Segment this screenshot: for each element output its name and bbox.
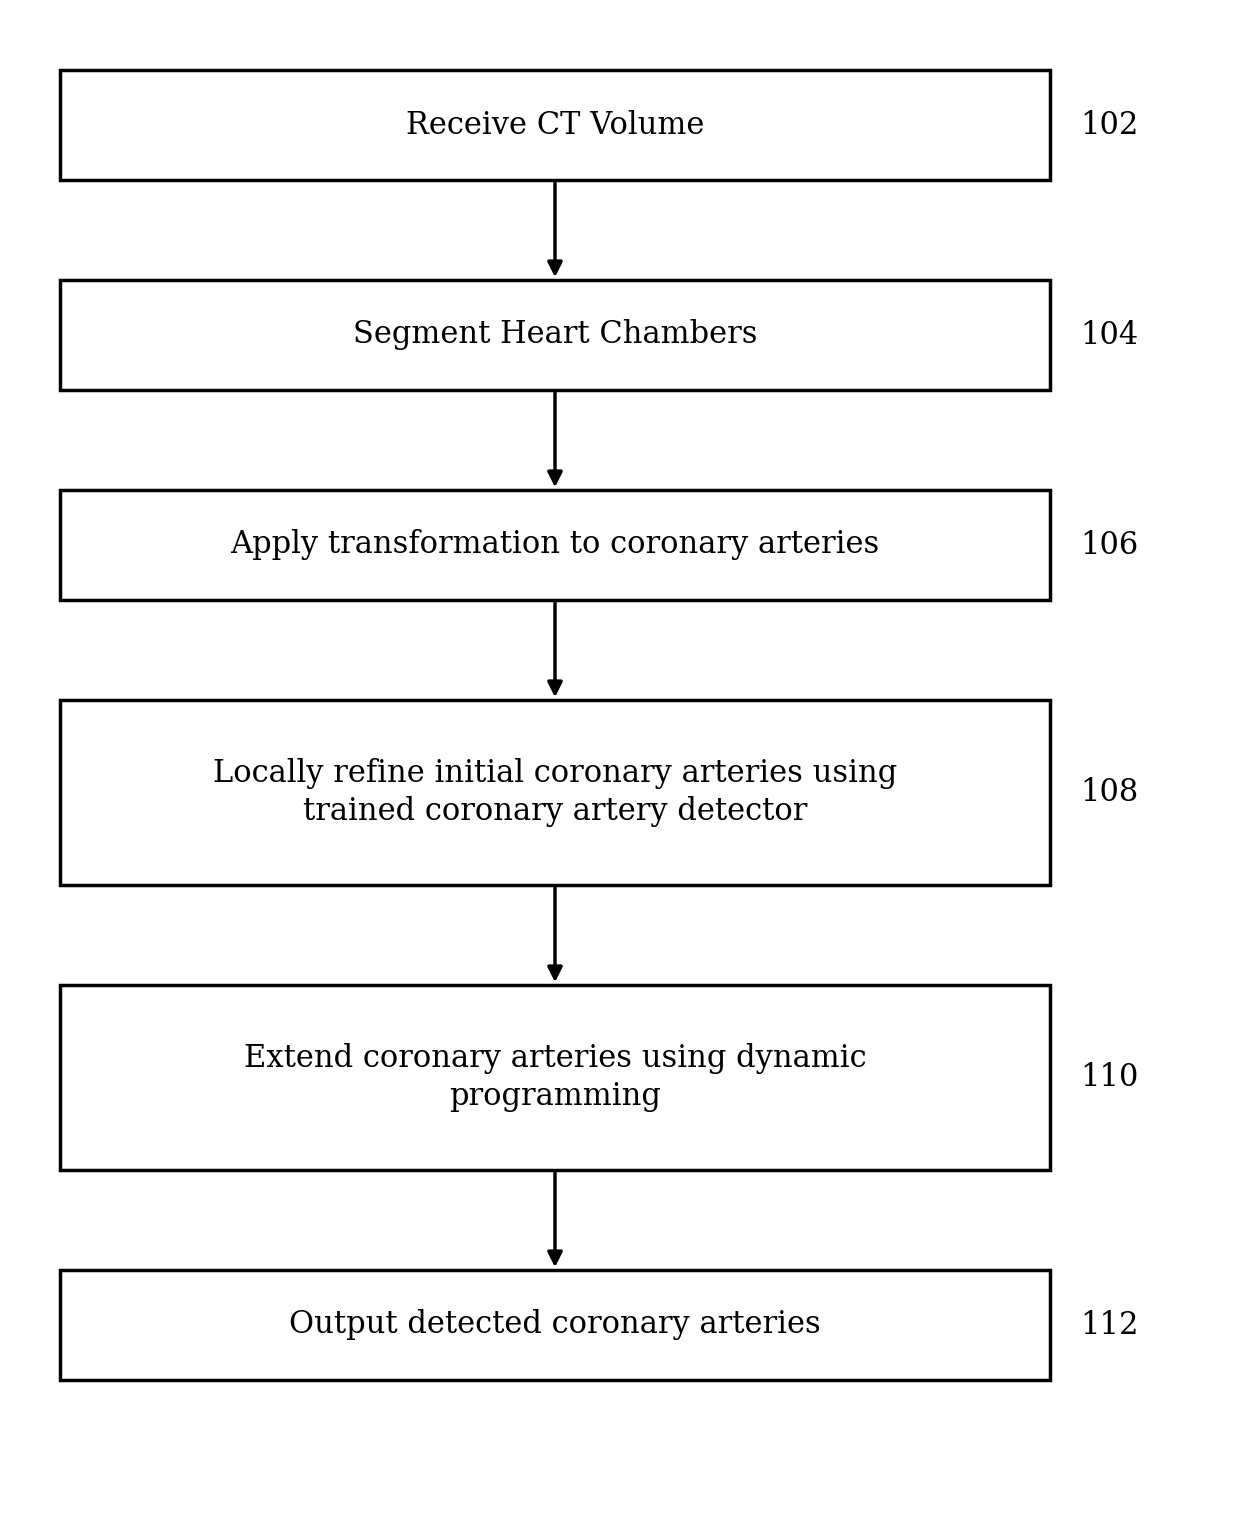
Text: 108: 108 <box>1080 777 1139 808</box>
Text: trained coronary artery detector: trained coronary artery detector <box>302 796 808 828</box>
Text: Extend coronary arteries using dynamic: Extend coronary arteries using dynamic <box>244 1043 866 1073</box>
Text: Receive CT Volume: Receive CT Volume <box>406 110 704 140</box>
Bar <box>60 279 1050 389</box>
Text: Output detected coronary arteries: Output detected coronary arteries <box>289 1310 821 1341</box>
Bar <box>60 1270 1050 1380</box>
Text: 112: 112 <box>1080 1310 1139 1341</box>
Bar <box>60 70 1050 180</box>
Text: programming: programming <box>449 1081 661 1112</box>
Bar <box>60 985 1050 1170</box>
Text: 102: 102 <box>1080 110 1139 140</box>
Text: Locally refine initial coronary arteries using: Locally refine initial coronary arteries… <box>213 757 897 789</box>
Text: 110: 110 <box>1080 1061 1139 1093</box>
Text: Segment Heart Chambers: Segment Heart Chambers <box>352 319 758 351</box>
Text: 106: 106 <box>1080 530 1139 560</box>
Bar <box>60 699 1050 886</box>
Bar <box>60 490 1050 600</box>
Text: 104: 104 <box>1080 319 1139 351</box>
Text: Apply transformation to coronary arteries: Apply transformation to coronary arterie… <box>230 530 880 560</box>
